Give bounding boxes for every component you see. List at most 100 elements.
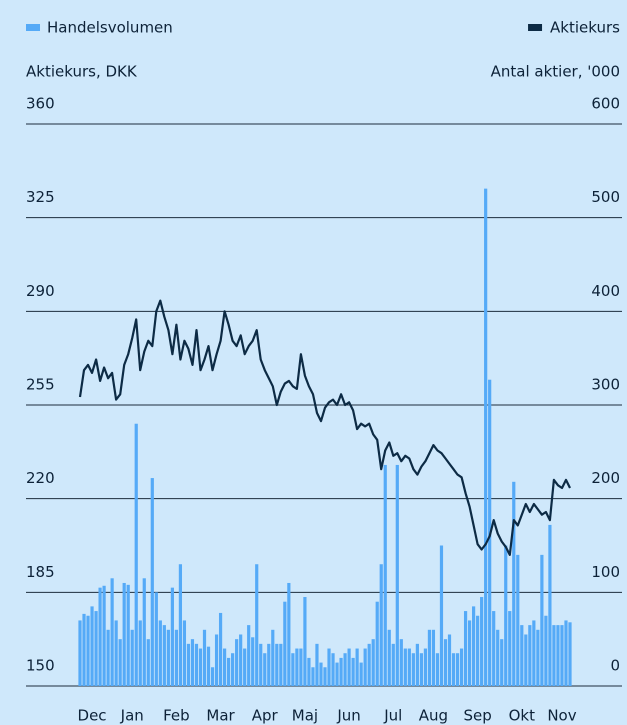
volume-bar (130, 629, 134, 686)
volume-bar (198, 648, 203, 686)
volume-bar (218, 612, 223, 686)
volume-bar (532, 620, 536, 686)
volume-bar (114, 620, 118, 686)
y-tick-label: 220 (26, 469, 55, 487)
volume-bar (451, 653, 456, 686)
volume-bar (110, 578, 114, 686)
volume-bar (540, 554, 544, 686)
volume-bar (500, 639, 504, 686)
volume-bar (568, 622, 572, 686)
volume-bar (166, 629, 170, 686)
volume-bar (283, 601, 287, 686)
x-tick-label: Jan (120, 707, 144, 725)
volume-bar (556, 625, 560, 686)
volume-bar (263, 653, 267, 686)
volume-bar (327, 648, 331, 686)
volume-bar (259, 643, 263, 686)
volume-bar (295, 648, 299, 686)
volume-bar (275, 643, 279, 686)
volume-bar (484, 188, 488, 686)
volume-bar (98, 587, 102, 686)
volume-bar (323, 667, 327, 686)
volume-bar (222, 648, 227, 686)
volume-bar (351, 657, 355, 686)
x-tick-label: Nov (547, 707, 576, 725)
x-tick-label: Dec (78, 707, 107, 725)
volume-bar (548, 524, 552, 686)
y2-tick-label: 0 (610, 657, 620, 675)
volume-bar (90, 606, 94, 686)
volume-bar (311, 667, 315, 686)
volume-bar (447, 634, 452, 686)
volume-bar (231, 653, 235, 686)
volume-bar (134, 423, 138, 686)
volume-bar (560, 625, 564, 686)
y2-tick-label: 300 (591, 376, 620, 394)
volume-bar (142, 578, 146, 686)
volume-bar (544, 615, 548, 686)
volume-bar (102, 585, 106, 686)
y-tick-label: 290 (26, 282, 55, 300)
volume-bar (467, 620, 472, 686)
x-tick-label: Okt (509, 707, 535, 725)
volume-bar (520, 625, 524, 686)
volume-bar (411, 653, 415, 686)
volume-bar (387, 629, 391, 686)
y-tick-label: 255 (26, 376, 55, 394)
volume-bar (415, 643, 419, 686)
volume-bar (86, 615, 90, 686)
volume-bar (150, 478, 154, 686)
volume-bar (375, 601, 379, 686)
volume-bar (243, 648, 247, 686)
x-tick-label: Aug (419, 707, 448, 725)
volume-bar (206, 646, 211, 686)
volume-bar (78, 620, 82, 686)
volume-bar (459, 648, 464, 686)
volume-bar (118, 639, 122, 686)
volume-bar (247, 625, 251, 686)
volume-bar (536, 629, 540, 686)
volume-bar (431, 629, 436, 686)
y2-tick-label: 100 (591, 563, 620, 581)
volume-bar (106, 629, 110, 686)
volume-bar (391, 643, 395, 686)
volume-bar (347, 648, 351, 686)
volume-bar (287, 582, 291, 686)
volume-bar (476, 615, 480, 686)
volume-bar (315, 643, 319, 686)
volume-bar (359, 662, 363, 686)
volume-bar (524, 634, 528, 686)
y-axis-label: Aktiekurs, DKK (26, 63, 138, 81)
volume-bar (255, 564, 259, 686)
volume-bar (182, 620, 187, 686)
volume-bar (435, 653, 440, 686)
volume-bar (439, 545, 444, 686)
volume-bar (251, 637, 255, 686)
volume-bar (399, 639, 403, 686)
volume-bar (158, 620, 162, 686)
volume-bar (492, 611, 496, 686)
volume-bar (423, 648, 428, 686)
volume-bar (339, 657, 343, 686)
volume-bar (94, 611, 98, 686)
volume-bar (162, 625, 166, 686)
x-tick-label: Maj (292, 707, 318, 725)
volume-bar (516, 554, 520, 686)
y2-tick-label: 600 (591, 95, 620, 113)
volume-bar (443, 639, 448, 686)
volume-bar (319, 662, 323, 686)
x-tick-label: Mar (206, 707, 235, 725)
volume-bar (367, 643, 371, 686)
y-tick-label: 185 (26, 563, 55, 581)
volume-bar (235, 639, 239, 686)
volume-bar (146, 639, 150, 686)
volume-bar (463, 611, 468, 686)
volume-bar (279, 643, 283, 686)
volume-bar (343, 653, 347, 686)
volume-bar (194, 643, 199, 686)
volume-bar (190, 639, 195, 686)
y2-tick-label: 400 (591, 282, 620, 300)
volume-bar (496, 629, 500, 686)
y2-tick-label: 200 (591, 469, 620, 487)
y2-tick-label: 500 (591, 188, 620, 206)
